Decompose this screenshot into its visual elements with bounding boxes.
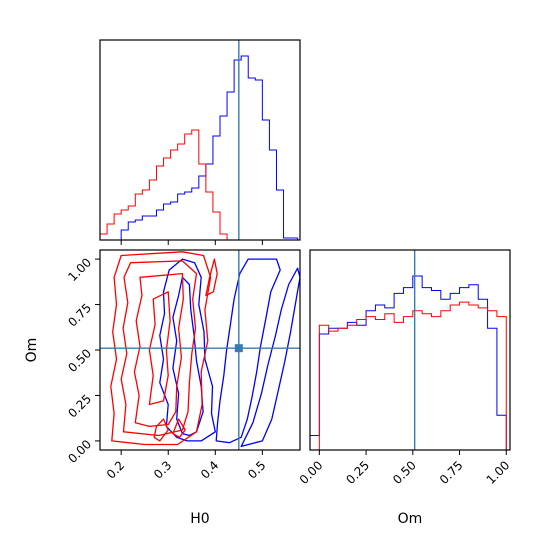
contour-line-9: [153, 418, 169, 442]
x-axis-label-h0: H0: [190, 511, 209, 527]
om-histogram-panel: 0.00 0.25 0.50 0.75 1.00 Om: [297, 249, 513, 527]
om-xtick-label: 0.50: [390, 458, 419, 487]
om-histogram-frame: [309, 249, 511, 451]
y-axis-label-om: Om: [24, 338, 40, 363]
om-xtick-label: 0.00: [297, 458, 326, 487]
joint-ytick-label: 0.50: [65, 346, 94, 375]
joint-xtick-label: 0.3: [151, 458, 174, 481]
contour-line-6: [120, 260, 198, 437]
om-histogram-series-2: [318, 301, 507, 450]
joint-ytick-label: 0.75: [65, 301, 94, 330]
om-xtick-label: 1.00: [484, 458, 513, 487]
truth-marker: [234, 344, 243, 353]
joint-ytick-label: 0.25: [65, 392, 94, 421]
h0-histogram-series-2: [99, 129, 228, 240]
h0-histogram-series-1: [120, 55, 299, 240]
h0-histogram-panel: [99, 39, 301, 245]
joint-xtick-label: 0.2: [104, 458, 127, 481]
joint-ytick-label: 1.00: [65, 255, 94, 284]
contour-line-7: [133, 272, 184, 428]
contour-line-11: [172, 418, 186, 438]
joint-xtick-label: 0.4: [198, 458, 221, 481]
contour-line-2: [172, 276, 204, 437]
contour-line-5: [110, 251, 212, 446]
joint-xtick-label: 0.5: [245, 458, 268, 481]
x-axis-label-om: Om: [398, 511, 423, 527]
joint-contours: [110, 251, 300, 448]
joint-ytick-label: 0.00: [65, 437, 94, 466]
contour-line-1: [159, 258, 216, 442]
om-xtick-label: 0.25: [343, 458, 372, 487]
contour-line-8: [148, 291, 171, 406]
joint-contour-panel: 0.2 0.3 0.4 0.5 0.00 0.25 0.50 0.75 1.00 H0 Om: [24, 249, 301, 527]
contour-line-10: [205, 258, 218, 297]
h0-histogram-frame: [99, 39, 301, 241]
contour-line-3: [215, 258, 281, 444]
om-histogram-series-1: [309, 275, 507, 450]
om-xtick-label: 0.75: [437, 458, 466, 487]
contour-line-4: [240, 267, 300, 448]
